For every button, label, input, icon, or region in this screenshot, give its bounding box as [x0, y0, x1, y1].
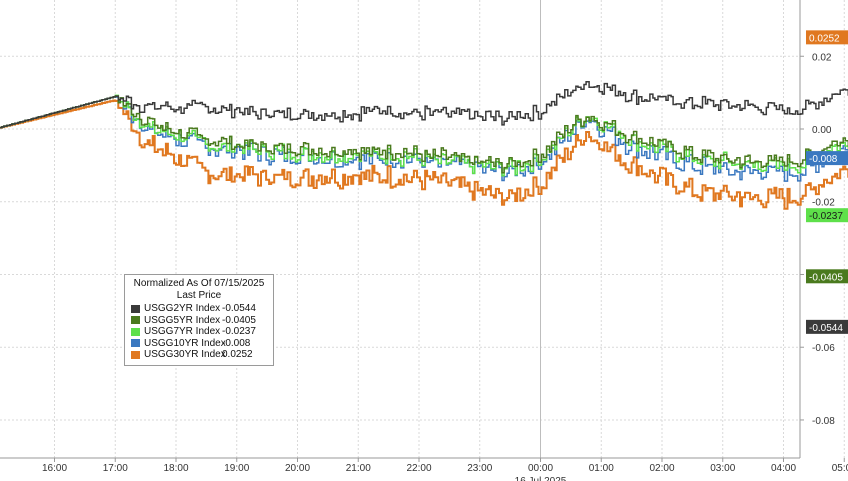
y-tick-label: -0.06: [812, 343, 835, 354]
x-tick-label: 03:00: [710, 463, 735, 474]
last-value-tag: -0.008: [806, 151, 848, 166]
last-value-tag-label: 0.0252: [809, 33, 840, 44]
legend-swatch: [131, 350, 140, 359]
legend-series-name: USGG30YR Index: [144, 349, 226, 361]
last-value-tag-box: [806, 151, 848, 166]
x-tick-label: 20:00: [285, 463, 310, 474]
last-value-tag: -0.0237: [806, 208, 848, 223]
x-tick-label: 18:00: [163, 463, 188, 474]
x-tick-label: 22:00: [406, 463, 431, 474]
legend-series-name: USGG7YR Index: [144, 326, 221, 338]
last-value-tag-box: [806, 319, 848, 334]
legend-series-value: -0.0237: [222, 326, 256, 338]
x-date-label: 16 Jul 2025: [515, 476, 567, 481]
x-tick-label: 23:00: [467, 463, 492, 474]
legend-series-name: USGG2YR Index: [144, 303, 221, 315]
x-tick-label: 02:00: [649, 463, 674, 474]
series-line-usgg10yr-index: [0, 96, 848, 182]
series-line-usgg2yr-index: [0, 81, 848, 129]
legend-item: USGG10YR Index -0.008: [131, 338, 267, 350]
legend-series-value: -0.0405: [222, 314, 256, 326]
legend-title: Normalized As Of 07/15/2025: [133, 278, 265, 289]
last-value-tag: -0.0405: [806, 269, 848, 284]
last-value-tag: -0.0544: [806, 319, 848, 334]
chart-legend: Normalized As Of 07/15/2025 Last Price U…: [124, 274, 274, 366]
x-tick-label: 21:00: [346, 463, 371, 474]
last-value-tag: 0.0252: [806, 30, 848, 45]
x-tick-label: 05:00: [832, 463, 848, 474]
y-tick-label: 0.02: [812, 52, 832, 63]
legend-swatch: [131, 316, 140, 325]
x-tick-label: 04:00: [771, 463, 796, 474]
last-value-tag-label: -0.0405: [809, 272, 843, 283]
last-value-tag-box: [806, 269, 848, 284]
x-tick-label: 00:00: [528, 463, 553, 474]
legend-subtitle: Last Price: [176, 290, 222, 301]
x-tick-label: 16:00: [42, 463, 67, 474]
last-value-tag-label: -0.0237: [809, 211, 843, 222]
series-line-usgg7yr-index: [0, 94, 848, 177]
legend-series-name: USGG10YR Index: [144, 337, 226, 349]
legend-series-value: -0.008: [222, 337, 251, 349]
legend-series-value: -0.0544: [222, 303, 256, 315]
legend-swatch: [131, 327, 140, 336]
legend-swatch: [131, 339, 140, 348]
series-line-usgg30yr-index: [0, 99, 848, 210]
x-tick-label: 17:00: [103, 463, 128, 474]
legend-item: USGG7YR Index -0.0237: [131, 326, 267, 338]
last-value-tag-label: -0.0544: [809, 323, 843, 334]
last-value-tag-box: [806, 208, 848, 223]
legend-series-value: 0.0252: [222, 349, 253, 361]
series-line-usgg5yr-index: [0, 95, 848, 174]
last-value-tag-label: -0.008: [809, 154, 838, 165]
y-tick-label: -0.08: [812, 416, 835, 427]
legend-swatch: [131, 304, 140, 313]
legend-series-name: USGG5YR Index: [144, 314, 221, 326]
y-tick-label: 0.00: [812, 125, 832, 136]
last-value-tag-box: [806, 30, 848, 45]
legend-item: USGG30YR Index 0.0252: [131, 349, 267, 361]
x-tick-label: 19:00: [224, 463, 249, 474]
x-tick-label: 01:00: [589, 463, 614, 474]
y-tick-label: -0.02: [812, 198, 835, 209]
legend-item: USGG2YR Index -0.0544: [131, 303, 267, 315]
legend-item: USGG5YR Index -0.0405: [131, 315, 267, 327]
